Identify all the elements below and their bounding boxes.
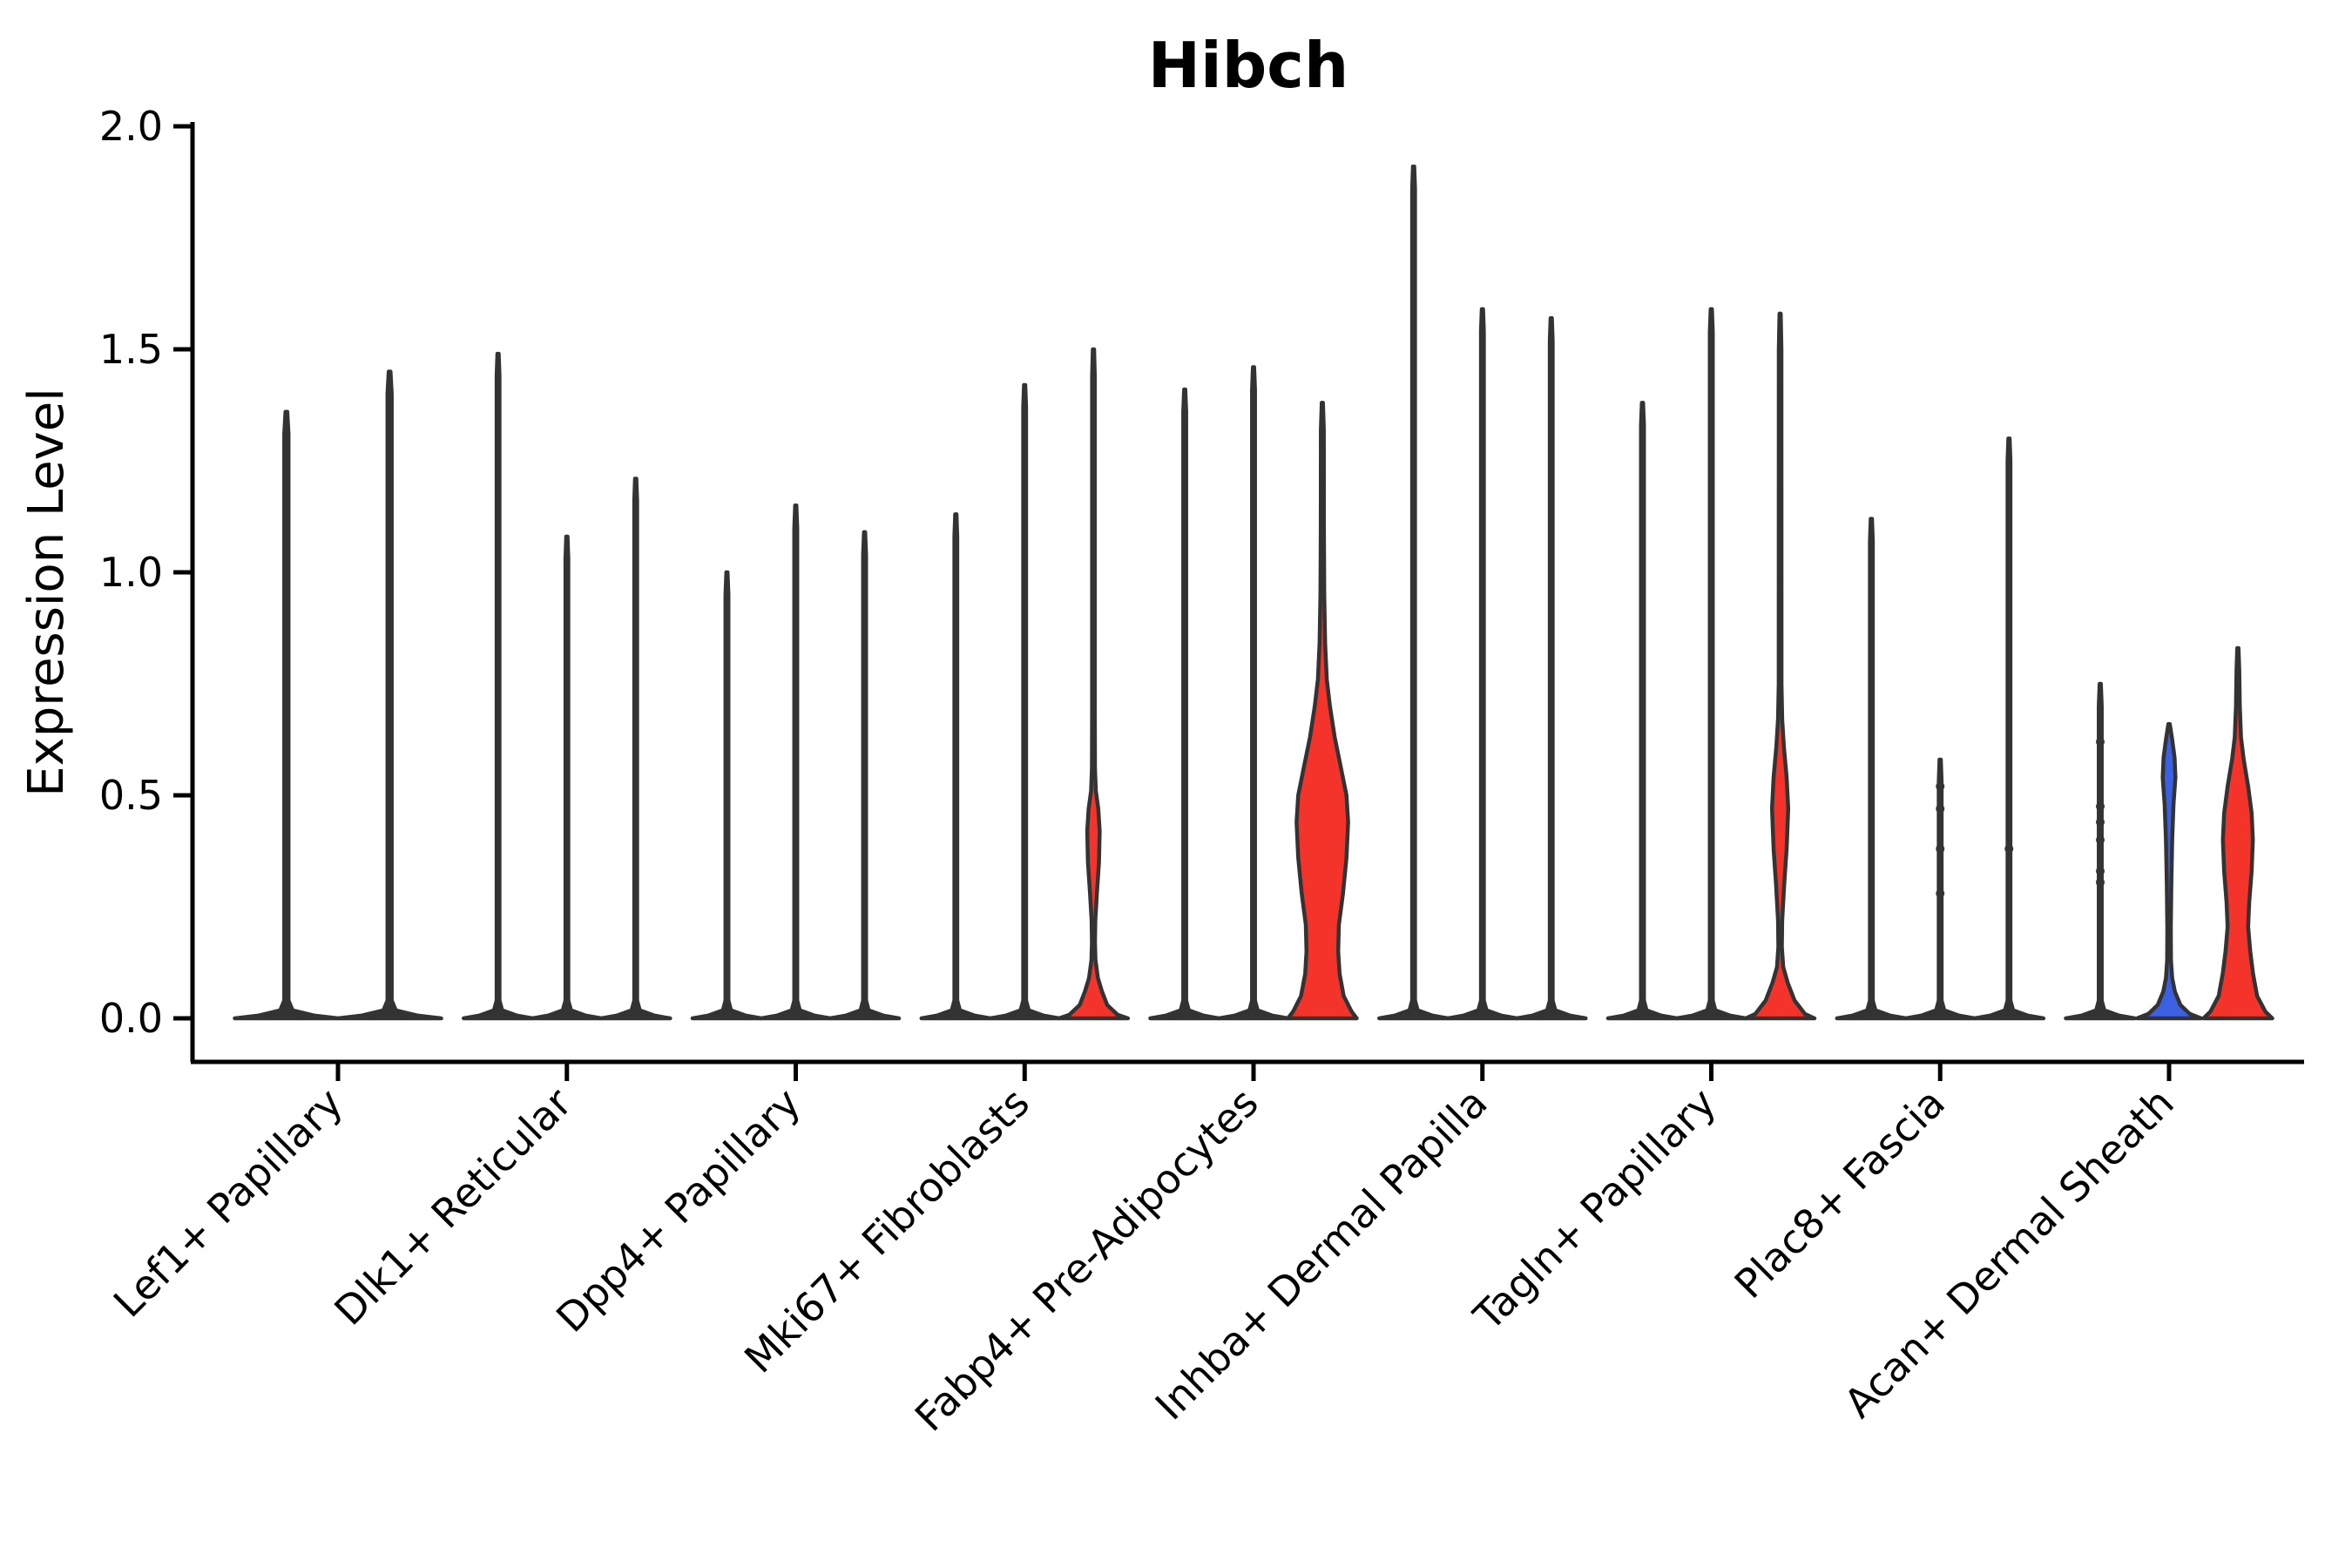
violin-data-point	[2096, 801, 2105, 811]
y-axis-ticks: 0.0 0.5 1.0 1.5 2.0	[99, 103, 193, 1042]
violin-data-point	[1936, 889, 1945, 898]
violin-red	[1057, 347, 1131, 1021]
violin	[1605, 401, 1680, 1021]
violin	[759, 503, 833, 1021]
x-tick-label: Tagln+ Papillary	[1464, 1079, 1726, 1341]
violin	[828, 530, 902, 1021]
violin	[1377, 164, 1450, 1021]
violin-red	[2201, 645, 2274, 1021]
violin	[1446, 307, 1519, 1021]
violin	[233, 409, 341, 1021]
y-tick-label: 0.5	[99, 772, 163, 819]
violin-red	[1743, 311, 1817, 1021]
y-tick-label: 1.0	[99, 549, 163, 596]
violin	[988, 382, 1062, 1021]
y-axis-label: Expression Level	[18, 388, 75, 797]
violin	[690, 570, 764, 1021]
y-tick-label: 0.0	[99, 995, 163, 1042]
violin	[1835, 517, 1909, 1021]
violin	[1972, 436, 2046, 1021]
violin-data-point	[2096, 877, 2105, 887]
violin-data-point	[2096, 867, 2105, 876]
violin	[335, 369, 443, 1021]
x-tick-label: Dpp4+ Papillary	[547, 1079, 809, 1342]
violin	[1217, 365, 1290, 1021]
violin	[531, 534, 604, 1021]
violin	[462, 351, 535, 1021]
x-tick-label: Lef1+ Papillary	[105, 1079, 352, 1327]
violin-data-point	[2004, 844, 2014, 854]
violin	[599, 476, 672, 1021]
y-tick-label: 2.0	[99, 103, 163, 150]
violin-red	[1286, 401, 1359, 1021]
violin-data-point	[2096, 835, 2105, 845]
violin-data-point	[1936, 844, 1945, 854]
chart-title: Hibch	[1148, 29, 1348, 102]
violins	[233, 164, 2274, 1021]
violin-data-point	[2096, 737, 2105, 747]
violin	[1903, 757, 1977, 1021]
violin-data-point	[1936, 804, 1945, 814]
violin-data-point	[1936, 781, 1945, 791]
violin	[1515, 315, 1588, 1021]
violin	[1148, 387, 1221, 1021]
y-tick-label: 1.5	[99, 326, 163, 373]
x-tick-label: Dlk1+ Reticular	[325, 1079, 580, 1335]
violin	[1674, 307, 1748, 1021]
x-tick-label: Plac8+ Fascia	[1726, 1079, 1954, 1308]
violin-blue	[2135, 721, 2203, 1021]
violin	[2064, 681, 2137, 1021]
violin-data-point	[2096, 817, 2105, 827]
violin	[919, 512, 993, 1021]
